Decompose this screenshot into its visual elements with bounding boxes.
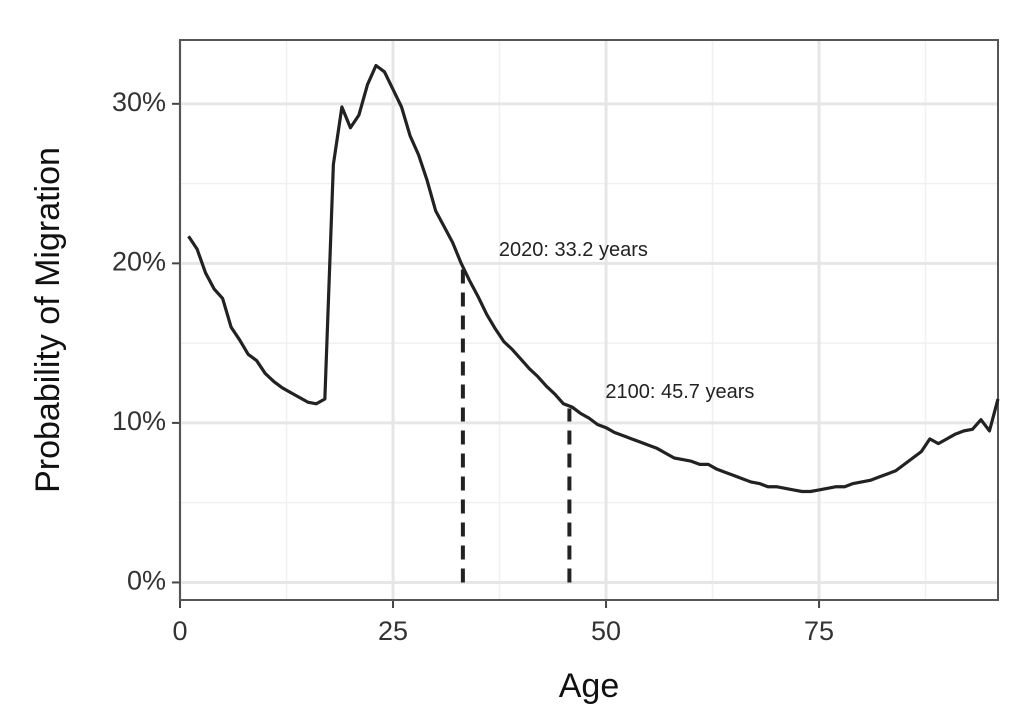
y-tick-label: 10% xyxy=(112,406,166,436)
annotation-label: 2020: 33.2 years xyxy=(499,239,648,261)
x-tick-label: 50 xyxy=(591,616,621,646)
x-tick-label: 75 xyxy=(804,616,834,646)
y-tick-label: 0% xyxy=(127,566,166,596)
annotation-label: 2100: 45.7 years xyxy=(605,381,754,403)
y-tick-label: 20% xyxy=(112,246,166,276)
line xyxy=(187,63,1000,494)
x-tick-label: 0 xyxy=(172,616,187,646)
x-tick-label: 25 xyxy=(378,616,408,646)
y-axis-title: Probability of Migration xyxy=(29,147,67,493)
plot-border xyxy=(179,39,999,601)
y-tick-label: 30% xyxy=(112,87,166,117)
x-axis-title: Age xyxy=(559,667,620,705)
